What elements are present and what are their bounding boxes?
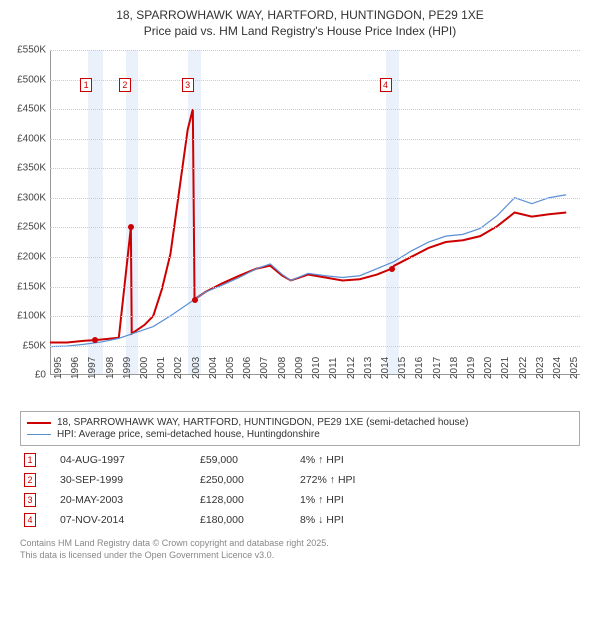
x-tick-label: 1998 xyxy=(105,357,116,379)
x-tick-label: 2002 xyxy=(173,357,184,379)
sale-point xyxy=(192,297,198,303)
x-tick-label: 2001 xyxy=(156,357,167,379)
gridline-h xyxy=(50,50,580,51)
y-tick-label: £400K xyxy=(17,133,46,144)
gridline-h xyxy=(50,139,580,140)
legend-item: HPI: Average price, semi-detached house,… xyxy=(27,429,573,440)
y-tick-label: £450K xyxy=(17,104,46,115)
y-tick-label: £150K xyxy=(17,281,46,292)
x-tick-label: 2017 xyxy=(432,357,443,379)
legend-label: HPI: Average price, semi-detached house,… xyxy=(57,429,320,440)
transaction-row: 4 07-NOV-2014£180,0008% ↓ HPI xyxy=(20,510,580,530)
transaction-change: 1% ↑ HPI xyxy=(300,494,380,506)
sale-point xyxy=(92,337,98,343)
x-tick-label: 2000 xyxy=(139,357,150,379)
transactions-table: 104-AUG-1997£59,0004% ↑ HPI230-SEP-1999£… xyxy=(20,450,580,530)
footer-line1: Contains HM Land Registry data © Crown c… xyxy=(20,538,580,550)
transaction-marker: 1 xyxy=(24,453,36,467)
transaction-marker: 3 xyxy=(24,493,36,507)
y-tick-label: £100K xyxy=(17,311,46,322)
footer-attribution: Contains HM Land Registry data © Crown c… xyxy=(20,538,580,561)
transaction-price: £59,000 xyxy=(200,454,300,466)
x-tick-label: 2010 xyxy=(311,357,322,379)
y-tick-label: £200K xyxy=(17,252,46,263)
y-tick-label: £50K xyxy=(23,340,46,351)
chart-container: { "title_line1": "18, SPARROWHAWK WAY, H… xyxy=(0,0,600,562)
transaction-date: 30-SEP-1999 xyxy=(60,474,200,486)
gridline-h xyxy=(50,257,580,258)
gridline-h xyxy=(50,109,580,110)
transaction-price: £250,000 xyxy=(200,474,300,486)
y-tick-label: £300K xyxy=(17,192,46,203)
gridline-h xyxy=(50,168,580,169)
gridline-h xyxy=(50,316,580,317)
sale-point xyxy=(128,224,134,230)
sale-marker-label: 1 xyxy=(80,78,92,92)
gridline-h xyxy=(50,346,580,347)
transaction-row: 2 30-SEP-1999£250,000272% ↑ HPI xyxy=(20,470,580,490)
legend-swatch xyxy=(27,434,51,435)
y-tick-label: £250K xyxy=(17,222,46,233)
x-tick-label: 2015 xyxy=(397,357,408,379)
transaction-row: 3 20-MAY-2003£128,0001% ↑ HPI xyxy=(20,490,580,510)
x-tick-label: 2007 xyxy=(259,357,270,379)
x-tick-label: 2012 xyxy=(346,357,357,379)
legend-swatch xyxy=(27,422,51,424)
sale-marker-label: 2 xyxy=(119,78,131,92)
x-tick-label: 2013 xyxy=(363,357,374,379)
y-tick-label: £550K xyxy=(17,45,46,56)
x-tick-label: 2022 xyxy=(518,357,529,379)
y-tick-label: £500K xyxy=(17,74,46,85)
transaction-price: £180,000 xyxy=(200,514,300,526)
x-tick-label: 2019 xyxy=(466,357,477,379)
x-tick-label: 2011 xyxy=(328,358,339,380)
x-tick-label: 2021 xyxy=(500,357,511,379)
x-tick-label: 2008 xyxy=(277,357,288,379)
transaction-row: 1 04-AUG-1997£59,0004% ↑ HPI xyxy=(20,450,580,470)
transaction-price: £128,000 xyxy=(200,494,300,506)
transaction-date: 20-MAY-2003 xyxy=(60,494,200,506)
sale-marker-label: 3 xyxy=(182,78,194,92)
y-tick-label: £350K xyxy=(17,163,46,174)
chart-area: £0 £50K £100K £150K £200K £250K £300K £350K £400… xyxy=(10,45,590,405)
x-tick-label: 2020 xyxy=(483,357,494,379)
gridline-h xyxy=(50,198,580,199)
legend-item: 18, SPARROWHAWK WAY, HARTFORD, HUNTINGDO… xyxy=(27,417,573,428)
x-tick-label: 2025 xyxy=(569,357,580,379)
x-tick-label: 2009 xyxy=(294,357,305,379)
chart-title-address: 18, SPARROWHAWK WAY, HARTFORD, HUNTINGDO… xyxy=(10,8,590,24)
y-tick-label: £0 xyxy=(35,370,46,381)
transaction-change: 4% ↑ HPI xyxy=(300,454,380,466)
footer-line2: This data is licensed under the Open Gov… xyxy=(20,550,580,562)
x-tick-label: 1995 xyxy=(53,357,64,379)
x-tick-label: 2005 xyxy=(225,357,236,379)
x-tick-label: 2016 xyxy=(414,357,425,379)
gridline-h xyxy=(50,287,580,288)
x-tick-label: 1999 xyxy=(122,357,133,379)
transaction-change: 8% ↓ HPI xyxy=(300,514,380,526)
x-tick-label: 2024 xyxy=(552,357,563,379)
series-hpi xyxy=(50,195,566,347)
sale-point xyxy=(389,266,395,272)
transaction-date: 07-NOV-2014 xyxy=(60,514,200,526)
x-tick-label: 2003 xyxy=(191,357,202,379)
transaction-date: 04-AUG-1997 xyxy=(60,454,200,466)
chart-svg xyxy=(50,50,580,375)
transaction-marker: 2 xyxy=(24,473,36,487)
x-tick-label: 2004 xyxy=(208,357,219,379)
x-tick-label: 1997 xyxy=(87,357,98,379)
legend-box: 18, SPARROWHAWK WAY, HARTFORD, HUNTINGDO… xyxy=(20,411,580,446)
transaction-change: 272% ↑ HPI xyxy=(300,474,380,486)
transaction-marker: 4 xyxy=(24,513,36,527)
sale-marker-label: 4 xyxy=(380,78,392,92)
x-tick-label: 2006 xyxy=(242,357,253,379)
x-tick-label: 1996 xyxy=(70,357,81,379)
x-tick-label: 2018 xyxy=(449,357,460,379)
x-tick-label: 2014 xyxy=(380,357,391,379)
legend-label: 18, SPARROWHAWK WAY, HARTFORD, HUNTINGDO… xyxy=(57,417,468,428)
chart-subtitle: Price paid vs. HM Land Registry's House … xyxy=(10,24,590,40)
x-tick-label: 2023 xyxy=(535,357,546,379)
